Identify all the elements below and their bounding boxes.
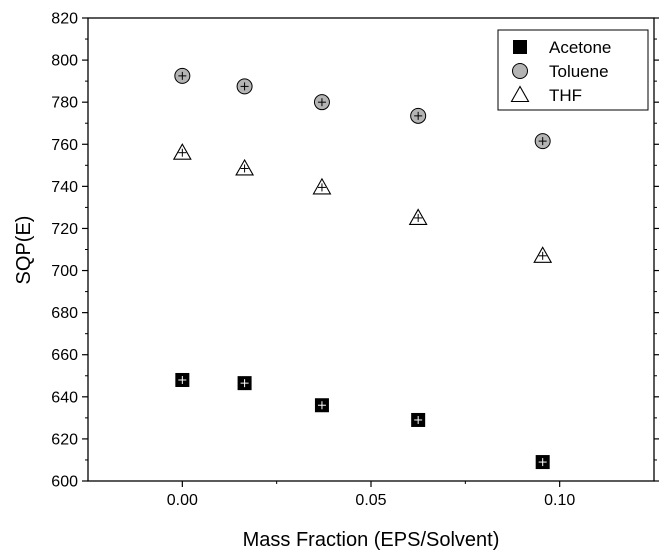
legend-marker-thf (510, 85, 530, 103)
axis-ticks: 600 620 640 660 680 700 720 740 760 780 800 820 0.00… (51, 11, 659, 509)
y-tick-label: 660 (51, 347, 78, 364)
y-tick-label: 700 (51, 263, 78, 280)
x-tick-label: 0.00 (167, 492, 198, 509)
y-tick-label: 780 (51, 95, 78, 112)
data-points (172, 67, 553, 470)
legend-label-acetone: Acetone (549, 38, 611, 57)
series-thf (172, 143, 553, 263)
y-tick-label: 760 (51, 137, 78, 154)
series-acetone (175, 372, 550, 470)
legend-marker-toluene (512, 63, 528, 79)
legend-marker-acetone (513, 40, 527, 54)
y-tick-label: 640 (51, 389, 78, 406)
y-tick-label: 800 (51, 53, 78, 70)
series-toluene (174, 67, 551, 150)
y-tick-label: 600 (51, 474, 78, 491)
x-axis-title: Mass Fraction (EPS/Solvent) (243, 529, 500, 551)
plot-area-frame (87, 17, 655, 482)
legend-label-thf: THF (549, 86, 582, 105)
y-tick-label: 720 (51, 221, 78, 238)
y-tick-label: 680 (51, 305, 78, 322)
y-tick-label: 820 (51, 11, 78, 28)
y-tick-label: 740 (51, 179, 78, 196)
legend: Acetone Toluene THF (497, 29, 649, 111)
x-tick-label: 0.10 (544, 492, 575, 509)
x-tick-label: 0.05 (355, 492, 386, 509)
y-tick-label: 620 (51, 431, 78, 448)
legend-label-toluene: Toluene (549, 62, 609, 81)
y-axis-title: SQP(E) (13, 216, 35, 285)
